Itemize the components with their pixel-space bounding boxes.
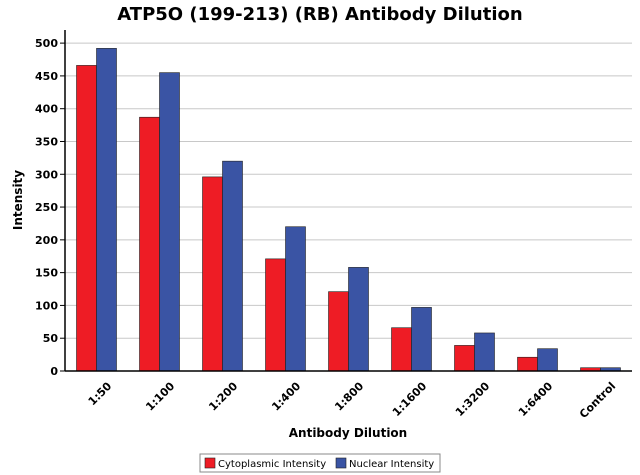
- x-tick-label: 1:6400: [516, 379, 556, 419]
- bar-nuclear-intensity-5: [411, 307, 432, 372]
- x-tick-label: 1:1600: [390, 379, 430, 419]
- bar-cytoplasmic-intensity-7: [517, 356, 538, 372]
- y-tick-label: 500: [35, 37, 58, 50]
- y-tick-label: 0: [50, 365, 58, 378]
- bar-nuclear-intensity-3: [285, 226, 306, 372]
- y-axis-ticks: 0 50 100 150 200 250 300 350 400 450 500: [35, 37, 65, 378]
- bar-cytoplasmic-intensity-6: [454, 345, 475, 372]
- legend-label: Nuclear Intensity: [349, 459, 434, 470]
- bars: [76, 48, 621, 372]
- x-tick-label: 1:100: [143, 379, 177, 413]
- bar-nuclear-intensity-6: [474, 332, 495, 372]
- y-tick-label: 350: [35, 135, 58, 148]
- x-tick-label: 1:200: [206, 379, 240, 413]
- y-tick-label: 50: [43, 332, 59, 345]
- legend: Cytoplasmic Intensity Nuclear Intensity: [199, 453, 441, 473]
- bar-cytoplasmic-intensity-0: [76, 65, 97, 372]
- bar-nuclear-intensity-1: [159, 72, 180, 372]
- bar-nuclear-intensity-0: [96, 48, 117, 372]
- x-axis-ticks: 1:50 1:100 1:200 1:400 1:800 1:1600 1:3200 1:64…: [86, 379, 619, 421]
- y-tick-label: 300: [35, 168, 58, 181]
- y-axis-label: Intensity: [11, 170, 25, 230]
- y-tick-label: 250: [35, 201, 58, 214]
- bar-cytoplasmic-intensity-4: [328, 291, 349, 372]
- bar-cytoplasmic-intensity-5: [391, 327, 412, 372]
- bar-nuclear-intensity-7: [537, 348, 558, 372]
- x-tick-label: 1:800: [332, 379, 366, 413]
- chart-title: ATP5O (199-213) (RB) Antibody Dilution: [117, 4, 522, 25]
- legend-swatch: [335, 457, 347, 469]
- x-tick-label: 1:50: [86, 379, 115, 408]
- legend-swatch: [204, 457, 216, 469]
- bar-nuclear-intensity-2: [222, 160, 243, 372]
- legend-box: [199, 453, 441, 473]
- y-tick-label: 400: [35, 103, 58, 116]
- y-tick-label: 150: [35, 267, 58, 280]
- x-tick-label: 1:400: [269, 379, 303, 413]
- bar-cytoplasmic-intensity-3: [265, 258, 286, 372]
- x-tick-label: 1:3200: [453, 379, 493, 419]
- bar-nuclear-intensity-4: [348, 267, 369, 372]
- x-axis-label: Antibody Dilution: [289, 426, 407, 440]
- y-tick-label: 450: [35, 70, 58, 83]
- axes: [64, 30, 632, 372]
- y-tick-label: 100: [35, 299, 58, 312]
- x-tick-label: Control: [577, 380, 618, 421]
- legend-label: Cytoplasmic Intensity: [218, 459, 326, 470]
- y-tick-label: 200: [35, 234, 58, 247]
- bar-cytoplasmic-intensity-1: [139, 116, 160, 372]
- bar-cytoplasmic-intensity-2: [202, 176, 223, 372]
